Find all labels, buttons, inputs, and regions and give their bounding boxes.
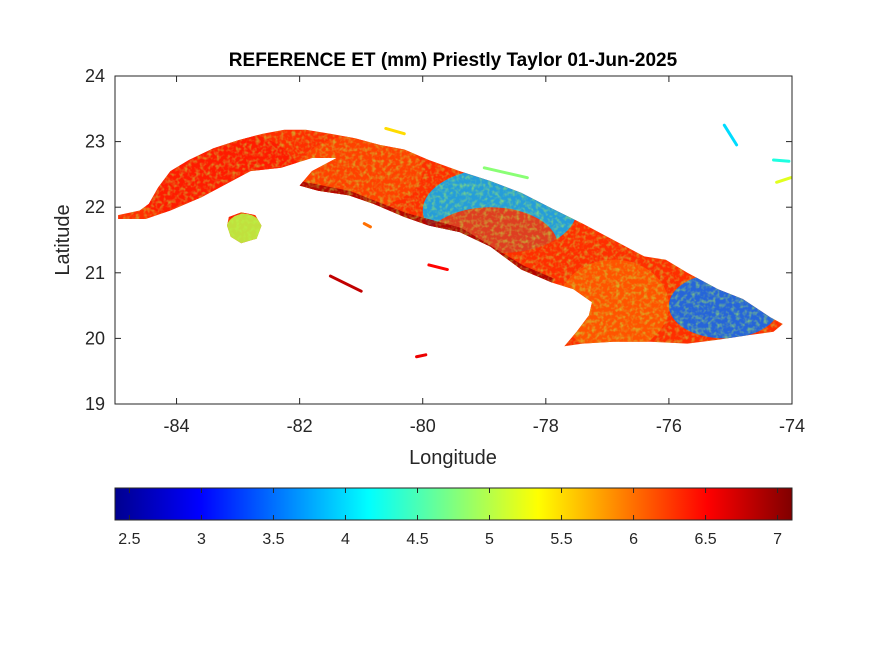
y-tick-label: 22 bbox=[85, 197, 105, 217]
y-axis-label: Latitude bbox=[52, 204, 74, 275]
y-tick-label: 23 bbox=[85, 132, 105, 152]
cay bbox=[328, 274, 363, 293]
colorbar-tick-label: 3.5 bbox=[262, 531, 284, 548]
land-base bbox=[118, 129, 783, 347]
colorbar-tick-label: 5.5 bbox=[550, 531, 572, 548]
colorbar-tick-label: 6.5 bbox=[694, 531, 716, 548]
y-tick-label: 24 bbox=[85, 66, 105, 86]
chart-title: REFERENCE ET (mm) Priestly Taylor 01-Jun… bbox=[229, 50, 678, 71]
cay bbox=[384, 126, 406, 136]
colorbar-tick-label: 6 bbox=[629, 531, 638, 548]
x-tick-label: -80 bbox=[410, 416, 436, 436]
colorbar-tick-label: 7 bbox=[773, 531, 782, 548]
x-axis-label: Longitude bbox=[409, 447, 497, 469]
colorbar-tick-label: 4.5 bbox=[406, 531, 428, 548]
cay bbox=[722, 123, 739, 147]
et-map bbox=[118, 123, 792, 359]
colorbar-tick-label: 3 bbox=[197, 531, 206, 548]
y-tick-label: 19 bbox=[85, 394, 105, 414]
cay bbox=[482, 166, 529, 180]
y-tick-label: 21 bbox=[85, 263, 105, 283]
cay bbox=[427, 263, 449, 272]
x-tick-label: -84 bbox=[164, 416, 190, 436]
y-tick-label: 20 bbox=[85, 328, 105, 348]
x-axis: -84 -82 -80 -78 -76 -74 bbox=[164, 76, 805, 436]
x-tick-label: -78 bbox=[533, 416, 559, 436]
cay bbox=[415, 353, 428, 359]
colorbar-ticks: 2.5 3 3.5 4 4.5 5 5.5 6 6.5 7 bbox=[118, 488, 782, 548]
x-tick-label: -74 bbox=[779, 416, 805, 436]
cay bbox=[772, 158, 791, 163]
cay bbox=[775, 176, 792, 184]
colorbar-tick-label: 5 bbox=[485, 531, 494, 548]
y-axis: 19 20 21 22 23 24 bbox=[85, 66, 792, 414]
colorbar-tick-label: 2.5 bbox=[118, 531, 140, 548]
x-tick-label: -82 bbox=[287, 416, 313, 436]
colorbar bbox=[114, 487, 793, 521]
cay bbox=[362, 222, 372, 229]
plot-frame bbox=[114, 75, 793, 405]
colorbar-tick-label: 4 bbox=[341, 531, 350, 548]
x-tick-label: -76 bbox=[656, 416, 682, 436]
texture-overlay bbox=[118, 129, 783, 347]
